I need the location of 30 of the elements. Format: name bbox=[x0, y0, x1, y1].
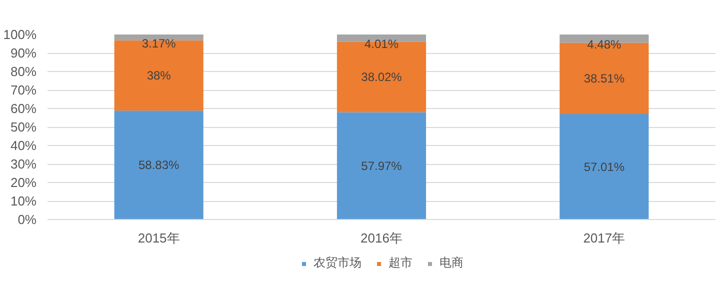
y-tick-label: 60% bbox=[10, 101, 37, 116]
data-label: 38% bbox=[146, 68, 172, 83]
legend-label: 农贸市场 bbox=[314, 254, 362, 272]
data-label: 3.17% bbox=[142, 36, 176, 50]
y-tick-label: 10% bbox=[10, 194, 37, 208]
data-label: 57.97% bbox=[361, 158, 402, 173]
y-tick-label: 70% bbox=[10, 82, 37, 98]
legend-label: 电商 bbox=[440, 254, 464, 272]
y-tick-label: 50% bbox=[10, 120, 37, 134]
data-label: 38.51% bbox=[584, 71, 625, 86]
bar bbox=[336, 42, 426, 112]
y-tick-label: 80% bbox=[10, 64, 37, 79]
bar bbox=[114, 40, 204, 111]
bar bbox=[114, 110, 204, 220]
data-label: 58.83% bbox=[138, 158, 180, 172]
x-tick-label: 2016年 bbox=[360, 230, 402, 246]
data-label: 38.02% bbox=[361, 70, 402, 84]
bar bbox=[336, 112, 426, 220]
bar bbox=[560, 114, 649, 220]
y-tick-label: 30% bbox=[10, 156, 37, 172]
y-tick-label: 100% bbox=[3, 27, 37, 42]
y-tick-label: 0% bbox=[18, 212, 37, 227]
y-tick-label: 20% bbox=[10, 175, 37, 190]
x-tick-label: 2015年 bbox=[138, 230, 180, 246]
x-tick-label: 2017年 bbox=[583, 230, 626, 246]
legend-label: 超市 bbox=[388, 254, 412, 272]
y-tick-label: 40% bbox=[10, 138, 37, 153]
y-tick-label: 90% bbox=[10, 46, 37, 60]
data-label: 57.01% bbox=[584, 160, 625, 174]
bar bbox=[114, 34, 204, 40]
